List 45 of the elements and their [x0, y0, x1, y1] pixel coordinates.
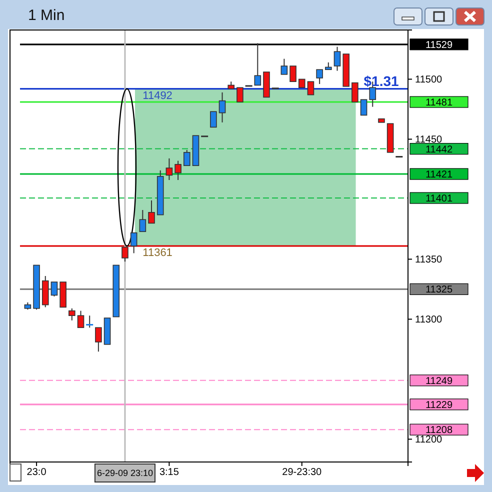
candlestick: [360, 99, 368, 116]
x-tick-label: 23:0: [26, 467, 47, 478]
chart-title: 1 Min: [28, 7, 65, 24]
ref-line-label: 11208: [425, 425, 453, 436]
annotation: $1.31: [364, 72, 400, 89]
candlestick: [183, 150, 190, 166]
x-tick-label: 29-23:30: [282, 467, 322, 478]
candlestick: [316, 69, 323, 84]
candlestick: [352, 82, 358, 102]
candlestick: [86, 315, 94, 328]
candlestick: [68, 308, 76, 321]
candlestick: [122, 246, 128, 262]
annotation: 11492: [142, 90, 172, 102]
y-tick-label: 11200: [415, 434, 443, 446]
ref-line-label: 11249: [425, 376, 453, 387]
candlestick: [148, 200, 155, 224]
y-tick-label: 11300: [415, 314, 443, 326]
candlestick: [139, 210, 146, 232]
candlestick: [307, 81, 314, 96]
ref-line-label: 11325: [425, 284, 453, 296]
candlestick: [236, 87, 244, 102]
ref-line-label: 11442: [425, 144, 453, 156]
ref-line-label: 11229: [425, 400, 453, 411]
candlestick: [50, 282, 58, 297]
ref-line-label: 11401: [425, 194, 453, 204]
candlestick: [290, 66, 296, 82]
ref-line-label: 11421: [425, 170, 453, 180]
candlestick: [334, 46, 341, 72]
candlestick: [174, 160, 182, 180]
ref-line-label: 6-29-09 23:10: [96, 468, 153, 478]
annotation: 11361: [142, 247, 172, 259]
ref-line-label: 11529: [425, 40, 453, 51]
candlestick: [218, 92, 226, 123]
candlestick: [280, 58, 288, 75]
y-tick-label: 11500: [415, 74, 443, 86]
candlestick: [130, 232, 138, 254]
x-tick-label: 3:15: [159, 467, 180, 478]
candlestick: [166, 158, 173, 180]
candlestick: [95, 327, 102, 352]
candlestick: [210, 111, 217, 128]
y-tick-label: 11450: [415, 134, 443, 146]
y-tick-label: 11350: [415, 254, 443, 266]
ref-line-label: 11481: [425, 98, 453, 108]
candlestick: [42, 276, 49, 308]
candlestick: [77, 310, 84, 328]
